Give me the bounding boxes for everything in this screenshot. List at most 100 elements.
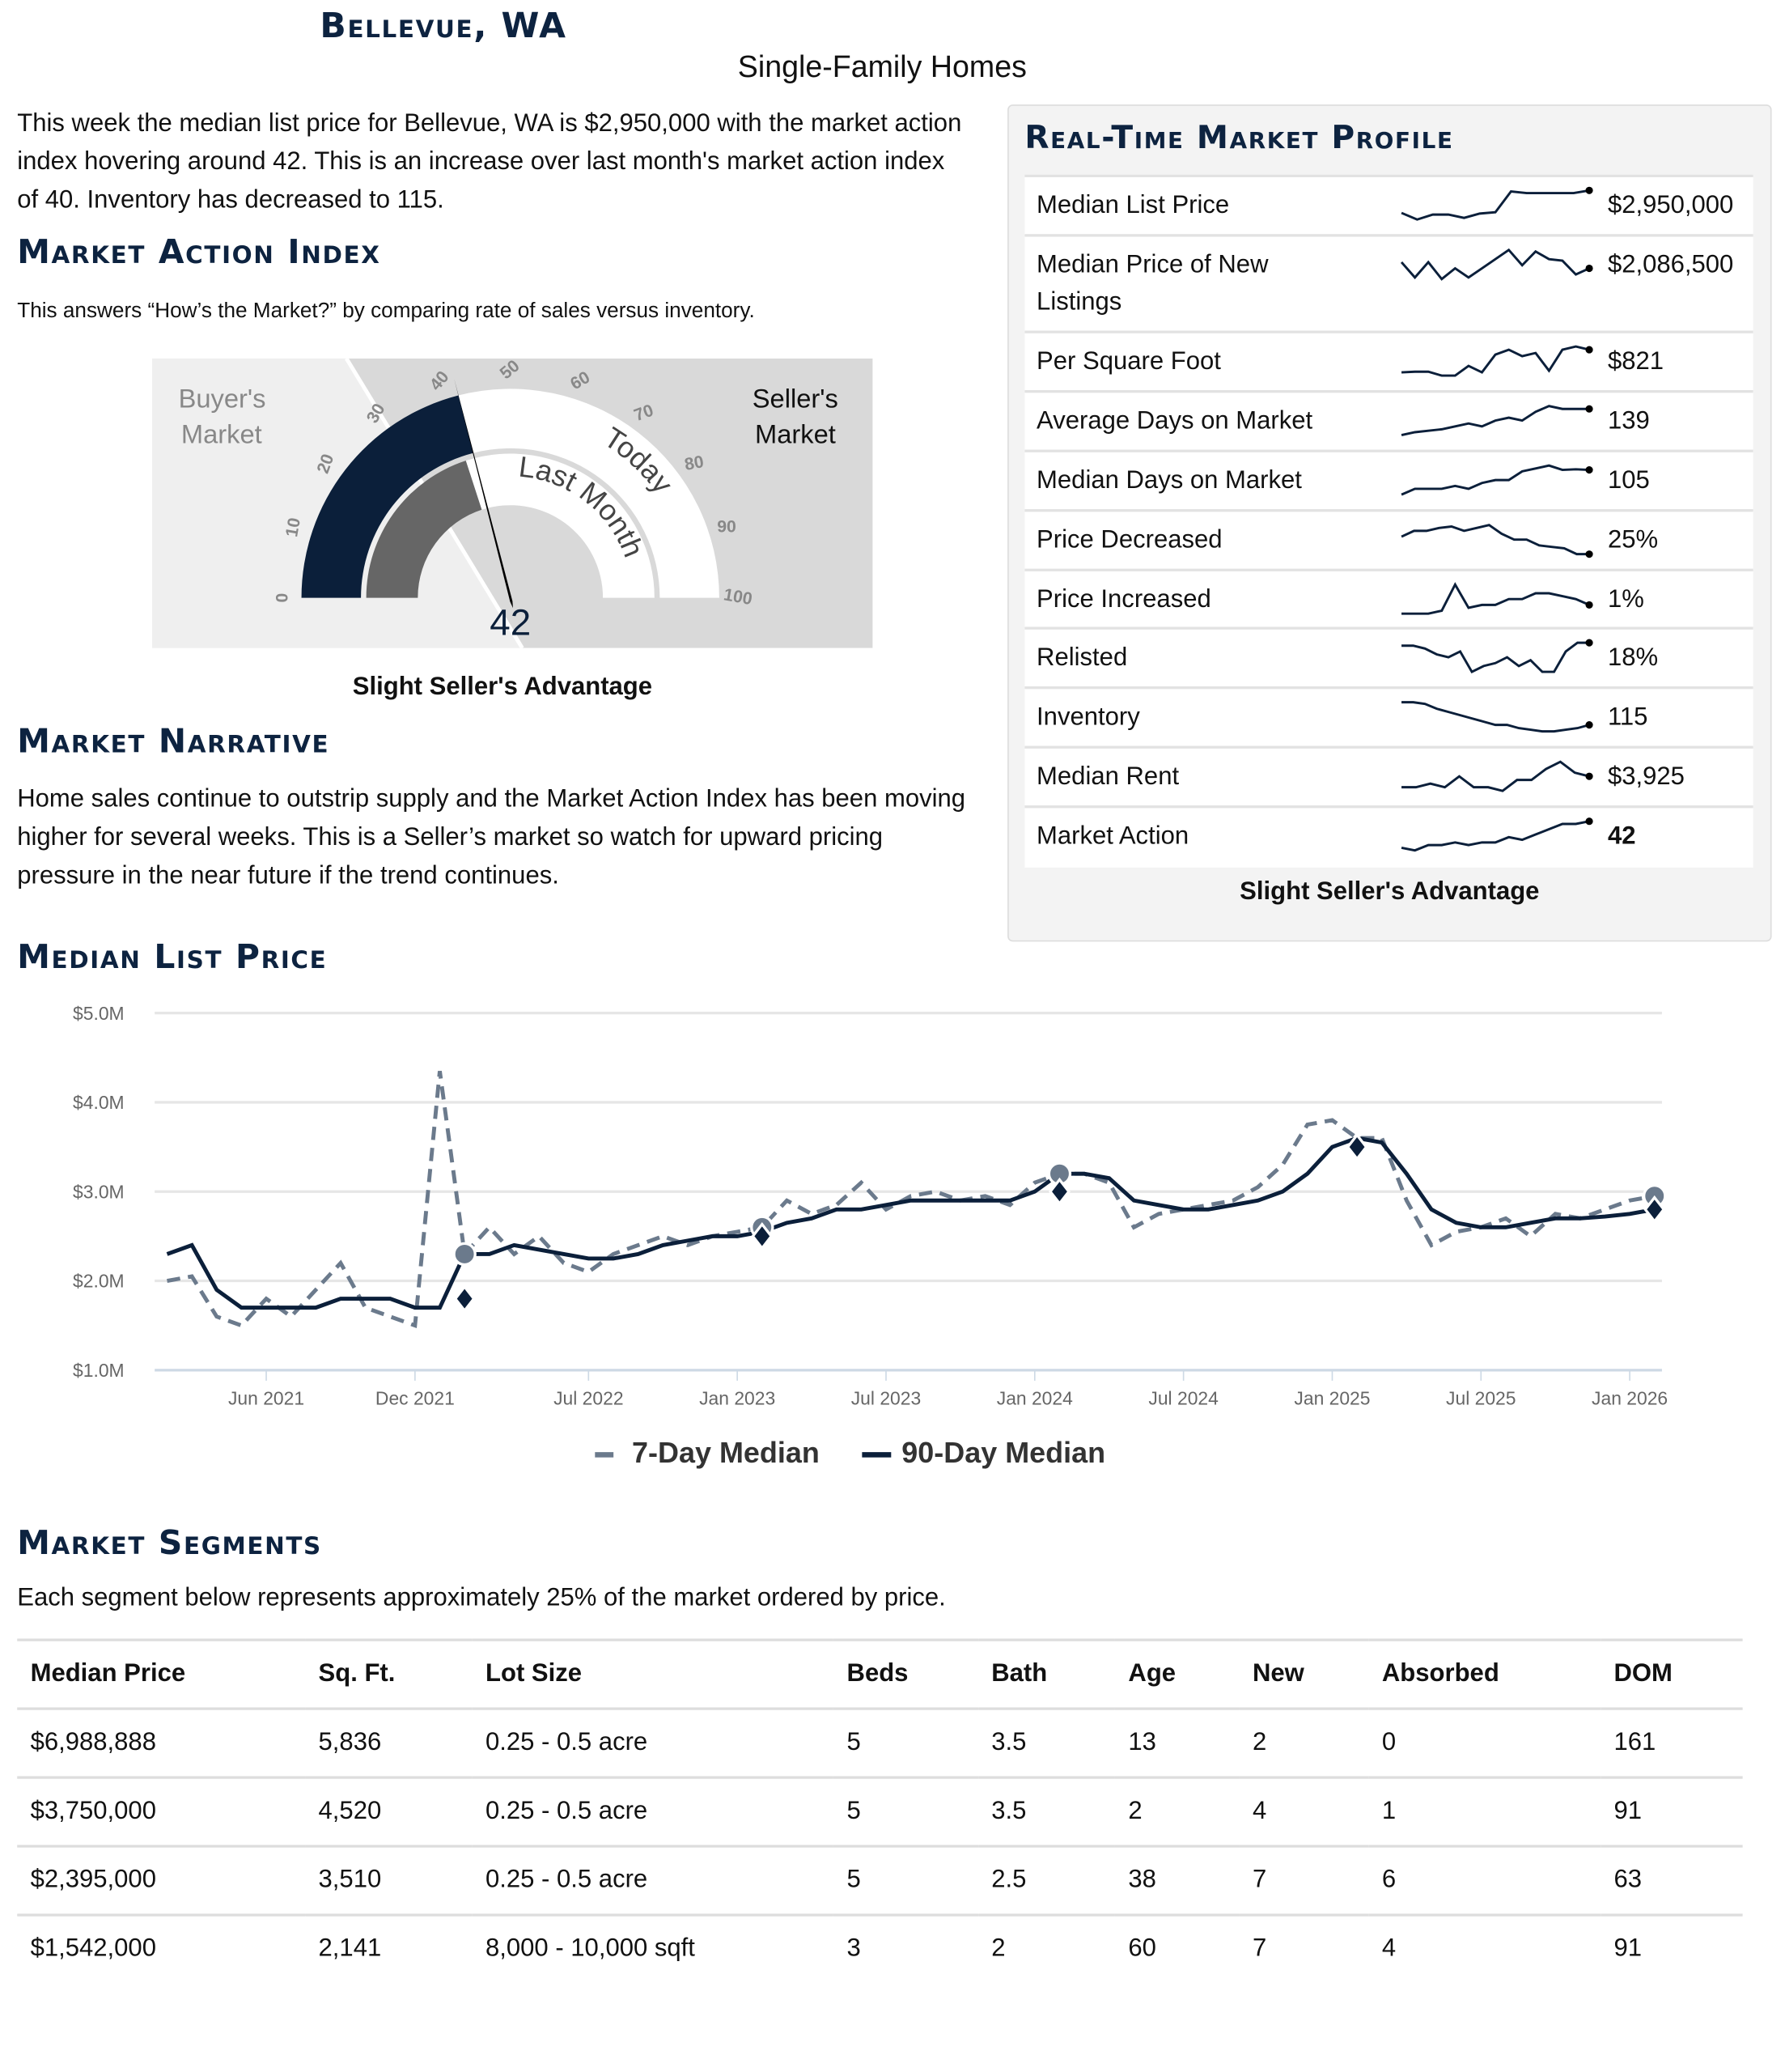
profile-row-value: $821 [1607, 347, 1664, 376]
table-cell: 5 [833, 1845, 978, 1916]
profile-row-value: 18% [1607, 643, 1659, 673]
legend-90day-swatch [862, 1452, 892, 1458]
column-header[interactable]: Median Price [17, 1638, 306, 1709]
table-cell: 91 [1601, 1776, 1743, 1847]
segments-title: Market Segments [17, 1523, 322, 1562]
gauge-tick-label: 100 [722, 584, 753, 609]
sparkline-line [1401, 189, 1590, 221]
column-header[interactable]: Beds [833, 1638, 978, 1709]
x-tick-label: Jul 2023 [851, 1387, 921, 1408]
table-cell: 4 [1368, 1913, 1601, 1983]
column-header[interactable]: Sq. Ft. [305, 1638, 473, 1709]
profile-row: Median List Price $2,950,000 [1024, 174, 1753, 237]
sparkline [1401, 524, 1593, 558]
sparkline [1401, 701, 1593, 733]
table-row: $1,542,000 2,141 8,000 - 10,000 sqft 3 2 60 7 4… [17, 1913, 1743, 1983]
narrative-text: Home sales continue to outstrip supply a… [17, 785, 966, 890]
table-cell: $6,988,888 [17, 1707, 306, 1778]
gauge-tick-label: 80 [683, 452, 705, 474]
x-tick-label: Jan 2025 [1294, 1387, 1370, 1408]
table-cell: 0 [1368, 1707, 1601, 1778]
sparkline-endpoint [1585, 405, 1593, 413]
column-header[interactable]: Bath [977, 1638, 1116, 1709]
table-cell: 3,510 [305, 1845, 473, 1916]
sparkline-endpoint [1585, 465, 1593, 474]
x-tick-label: Jul 2025 [1446, 1387, 1516, 1408]
sparkline-endpoint [1585, 772, 1593, 780]
series-7day-line [167, 1071, 1656, 1329]
profile-row-value: 139 [1607, 407, 1650, 435]
table-cell: 2.5 [977, 1845, 1116, 1916]
column-header[interactable]: Age [1115, 1638, 1240, 1709]
y-tick-label: $3.0M [73, 1181, 125, 1202]
sparkline-line [1401, 820, 1590, 852]
marker-90day [1048, 1177, 1071, 1206]
y-tick-label: $5.0M [73, 1003, 125, 1024]
legend-90day-label: 90-Day Median [901, 1436, 1106, 1470]
city-title: Bellevue, WA [320, 6, 567, 47]
table-cell: 5 [833, 1707, 978, 1778]
series-90day-line [166, 1136, 1656, 1310]
table-cell: 0.25 - 0.5 acre [472, 1845, 834, 1916]
y-tick-label: $1.0M [73, 1360, 125, 1381]
table-cell: 3 [833, 1913, 978, 1983]
narrative-title: Market Narrative [17, 722, 330, 761]
sparkline-endpoint [1585, 186, 1593, 194]
marker-7day [452, 1242, 477, 1267]
y-tick-label: $4.0M [73, 1092, 125, 1113]
x-tick-label: Jan 2026 [1592, 1387, 1668, 1408]
sparkline-line [1401, 701, 1590, 733]
column-header[interactable]: Lot Size [472, 1638, 834, 1709]
gauge-tick-label: 90 [717, 516, 736, 536]
x-tick-label: Jul 2022 [553, 1387, 623, 1408]
legend-90day[interactable]: 90-Day Median [862, 1436, 1106, 1470]
profile-row-label: Median Price of New Listings [1037, 251, 1269, 316]
sparkline [1400, 248, 1593, 281]
sparkline-line [1400, 248, 1590, 281]
table-cell: $1,542,000 [17, 1913, 306, 1983]
marker-90day [1643, 1195, 1666, 1224]
last-month-band [366, 461, 482, 598]
profile-row: Average Days on Market 139 [1024, 390, 1753, 452]
table-cell: 2 [1115, 1776, 1240, 1847]
table-cell: 8,000 - 10,000 sqft [472, 1913, 834, 1983]
legend-7day[interactable]: 7-Day Median [595, 1437, 820, 1469]
sellers-label-2: Market [755, 418, 836, 448]
table-cell: 7 [1239, 1913, 1369, 1983]
column-header[interactable]: New [1239, 1638, 1369, 1709]
sparkline [1401, 582, 1593, 615]
profile-row-label: Price Increased [1037, 585, 1211, 614]
sparkline-endpoint [1585, 346, 1593, 354]
profile-row-label: Price Decreased [1037, 526, 1223, 554]
table-header-row: Median Price Sq. Ft. Lot Size Beds Bath Age Ne… [17, 1638, 1743, 1709]
sparkline [1401, 345, 1593, 377]
x-tick-label: Dec 2021 [375, 1387, 455, 1408]
sparkline-endpoint [1585, 721, 1593, 729]
sparkline-endpoint [1585, 639, 1593, 647]
profile-row: Price Decreased 25% [1024, 509, 1753, 571]
last-month-track [465, 453, 655, 598]
today-track [458, 388, 719, 598]
table-cell: 2 [1239, 1707, 1369, 1778]
sparkline-line [1401, 641, 1590, 674]
sparkline-endpoint [1585, 601, 1593, 609]
profile-row-label: Relisted [1037, 643, 1128, 673]
profile-row-label: Per Square Foot [1037, 347, 1221, 376]
sparkline-line [1401, 464, 1590, 496]
table-cell: 2,141 [305, 1913, 473, 1983]
table-cell: 91 [1601, 1913, 1743, 1983]
table-cell: 0.25 - 0.5 acre [472, 1776, 834, 1847]
profile-row: Median Rent $3,925 [1024, 745, 1753, 809]
table-cell: 63 [1601, 1845, 1743, 1916]
table-cell: 38 [1115, 1845, 1240, 1916]
gauge-needle [453, 377, 513, 609]
table-cell: 161 [1601, 1707, 1743, 1778]
x-tick-label: Jun 2021 [228, 1387, 304, 1408]
median-list-price-chart: $1.0M $2.0M $3.0M $4.0M $5.0M Jun 2021 Dec 202… [73, 1003, 1668, 1408]
column-header[interactable]: DOM [1601, 1638, 1743, 1709]
column-header[interactable]: Absorbed [1368, 1638, 1601, 1709]
table-cell: 7 [1239, 1845, 1369, 1916]
profile-row-value: 105 [1607, 466, 1650, 495]
x-tick-label: Jul 2024 [1148, 1387, 1219, 1408]
